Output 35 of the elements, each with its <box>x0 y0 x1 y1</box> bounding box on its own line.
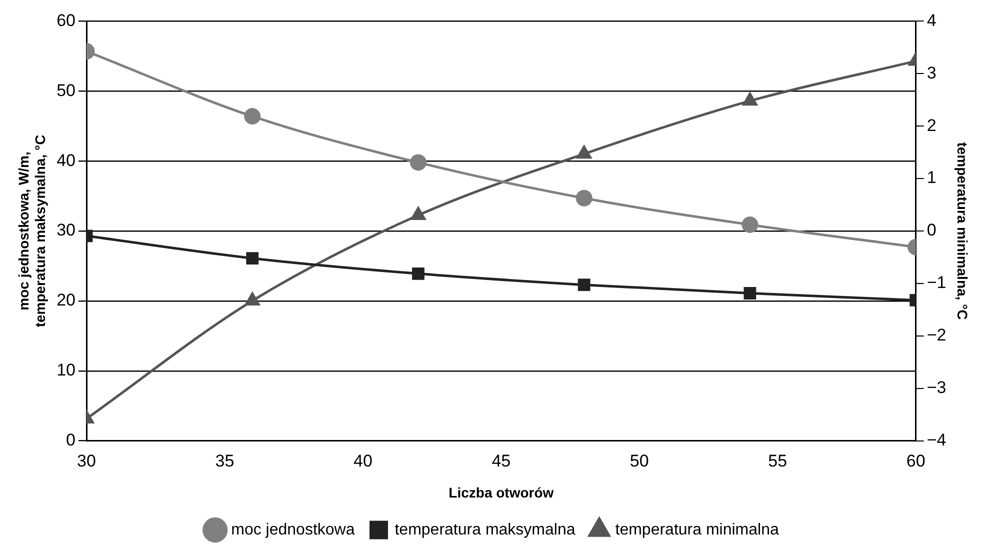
legend-label: temperatura maksymalna <box>394 521 576 538</box>
point <box>576 146 592 159</box>
x-tick-label: 35 <box>215 452 234 471</box>
y-tick-label: 40 <box>56 150 76 170</box>
point <box>412 267 424 280</box>
y2-tick-label: 2 <box>926 116 936 135</box>
x-tick-label: 55 <box>768 452 788 471</box>
point <box>578 278 590 292</box>
x-tick-label: 50 <box>630 452 649 471</box>
x-tick-label: 40 <box>353 452 372 471</box>
y2-tick-label: −1 <box>926 273 946 292</box>
legend-label: moc jednostkowa <box>231 521 355 538</box>
y-tick-label: 60 <box>56 10 76 30</box>
y-tick-label: 50 <box>56 80 76 100</box>
point <box>410 207 426 220</box>
y2-tick-label: −3 <box>926 378 946 398</box>
point <box>410 154 426 171</box>
y2-tick-label: 4 <box>926 10 936 30</box>
y-axis-title: moc jednostkowa, W/m, temperatura maksymalna, °C <box>15 134 48 328</box>
x-tick-label: 60 <box>906 452 926 471</box>
y-tick-label: 20 <box>56 290 76 310</box>
legend-label: temperatura minimalna <box>615 521 779 538</box>
x-axis-title: Liczba otworów <box>448 484 554 500</box>
y2-tick-label: 0 <box>926 220 936 240</box>
x-tick-label: 45 <box>492 452 511 471</box>
y-tick-label: 30 <box>56 220 76 240</box>
y2-axis-title: temperatura minimalna, °C <box>954 142 971 320</box>
y-tick-label: 0 <box>66 430 76 450</box>
point <box>576 190 592 206</box>
y2-tick-label: −2 <box>926 326 946 345</box>
y-tick-label: 10 <box>56 360 76 380</box>
y2-tick-label: 1 <box>926 168 936 188</box>
y2-tick-label: −4 <box>926 430 946 450</box>
x-tick-label: 30 <box>77 452 96 471</box>
y2-tick-label: 3 <box>926 63 936 82</box>
